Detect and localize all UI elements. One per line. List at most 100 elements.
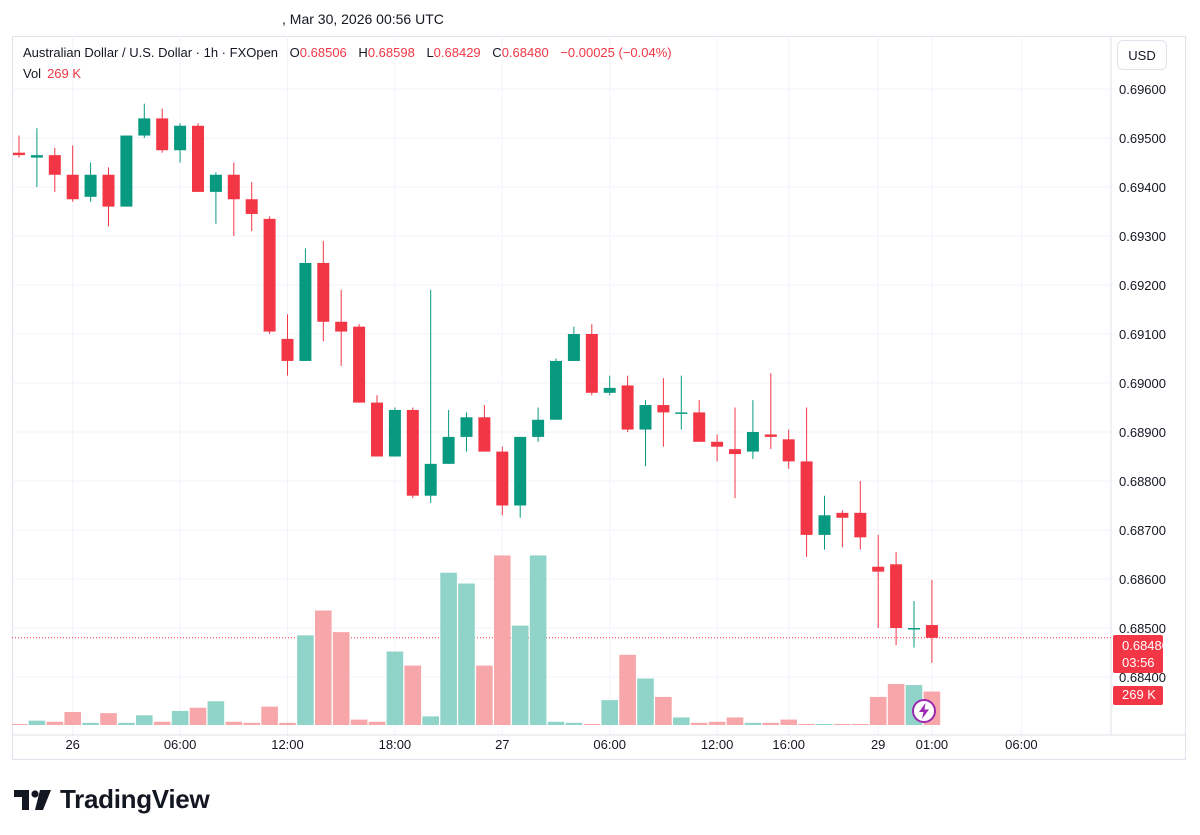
price-tick-label: 0.68900: [1119, 425, 1166, 440]
candle-body: [388, 409, 401, 457]
volume-bar: [744, 722, 762, 725]
symbol-title[interactable]: Australian Dollar / U.S. Dollar · 1h · F…: [23, 45, 279, 60]
candle: [263, 216, 276, 334]
candle-body: [764, 434, 777, 437]
candle-body: [603, 387, 616, 393]
candle: [514, 436, 527, 518]
volume-bar: [118, 722, 135, 725]
candle-body: [818, 515, 831, 535]
candle-body: [908, 628, 920, 630]
volume-bar: [12, 724, 28, 725]
candle: [174, 123, 187, 163]
candle-body: [406, 409, 419, 496]
high-value: 0.68598: [367, 45, 415, 60]
candlestick-chart[interactable]: 0.69600 0.69500 0.69400 0.69300 0.69200 0.691…: [12, 36, 1186, 760]
candle: [335, 289, 348, 366]
candle: [460, 412, 473, 452]
candle: [478, 405, 491, 452]
candle-body: [424, 463, 437, 496]
candle-body: [30, 155, 43, 158]
volume-bar: [368, 721, 386, 725]
low-label: L: [426, 45, 434, 60]
volume-bar: [565, 722, 583, 725]
candle-body: [657, 405, 670, 413]
candle-body: [227, 174, 240, 200]
candles: [13, 103, 938, 663]
volume-bar: [726, 717, 744, 725]
candle-body: [174, 125, 187, 151]
logo-text: TradingView: [60, 784, 210, 814]
candle: [908, 601, 920, 648]
candle-body: [532, 419, 545, 437]
candle: [764, 373, 777, 450]
candle-body: [317, 262, 330, 322]
volume-bar: [619, 654, 636, 725]
volume-bar: [476, 665, 493, 725]
volume-bar: [279, 722, 296, 725]
candle: [281, 314, 294, 376]
candle-body: [478, 417, 491, 452]
candle: [227, 162, 240, 236]
volume-bar: [440, 572, 457, 725]
volume-bar: [261, 706, 278, 725]
candle-body: [138, 118, 151, 136]
price-tick-label: 0.69400: [1119, 180, 1166, 195]
tradingview-logo[interactable]: TradingView: [14, 784, 210, 815]
volume-tag: 269 K: [1113, 686, 1163, 705]
price-tick-label: 0.68600: [1119, 572, 1166, 587]
time-tick-label: 12:00: [271, 737, 304, 752]
low-value: 0.68429: [433, 45, 481, 60]
candle-body: [550, 360, 562, 420]
volume-bar: [422, 716, 439, 725]
candle: [800, 407, 813, 557]
time-tick-label: 18:00: [379, 737, 412, 752]
volume-bar: [583, 723, 601, 725]
volume-bar: [887, 683, 905, 725]
candle: [388, 407, 401, 457]
candle-body: [675, 412, 688, 414]
candle-body: [800, 461, 813, 535]
open-value: 0.68506: [299, 45, 347, 60]
candle-body: [514, 436, 527, 506]
candle: [371, 395, 383, 457]
candle-body: [102, 174, 115, 207]
volume-bar: [511, 625, 529, 725]
volume-bar: [332, 632, 350, 725]
axis-dividers: [12, 36, 1186, 736]
candle-body: [836, 512, 849, 518]
lightning-icon[interactable]: [911, 698, 937, 724]
currency-button[interactable]: USD: [1117, 40, 1167, 70]
candle-body: [335, 321, 348, 332]
volume-bar: [225, 721, 243, 725]
candle: [192, 123, 204, 192]
candle: [567, 326, 580, 361]
candle-body: [782, 439, 795, 462]
candle-body: [156, 118, 169, 151]
candle-body: [353, 326, 366, 403]
volume-bar: [243, 722, 260, 725]
candle: [317, 240, 330, 342]
candle-body: [48, 155, 61, 175]
candle: [532, 407, 545, 442]
candle: [818, 495, 831, 550]
chart-frame: [12, 36, 1186, 760]
candle: [585, 324, 598, 396]
candle-body: [66, 174, 79, 200]
candle: [925, 579, 938, 663]
time-tick-label: 27: [495, 737, 509, 752]
candle: [550, 358, 562, 420]
candle: [872, 534, 885, 628]
tradingview-logo-icon: [14, 789, 51, 810]
candle: [48, 147, 61, 192]
candle-body: [585, 334, 598, 393]
candle: [30, 128, 43, 187]
volume-label[interactable]: Vol: [23, 66, 42, 81]
price-tick-label: 0.69100: [1119, 327, 1166, 342]
candle: [603, 375, 616, 396]
volume-bar: [690, 722, 708, 725]
candle-body: [746, 432, 759, 452]
candle-body: [209, 174, 222, 192]
volume-bar: [798, 723, 815, 725]
time-axis: 26 06:00 12:00 18:00 27 06:00 12:00 16:00 29 01:0…: [65, 737, 1037, 752]
candle-body: [496, 451, 509, 506]
